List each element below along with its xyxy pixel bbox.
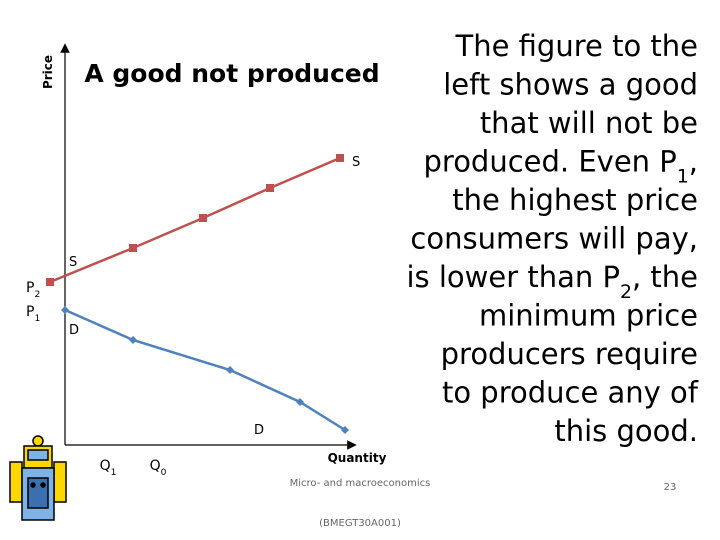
paragraph-line: this good. — [554, 414, 698, 448]
subscript: 2 — [34, 290, 40, 300]
price-label: P1 — [26, 304, 40, 324]
subscript: 2 — [620, 282, 632, 303]
text-segment: minimum price — [479, 299, 698, 333]
subscript: 1 — [34, 314, 40, 324]
text-segment: consumers will pay, — [410, 222, 698, 256]
text-segment: Q — [100, 458, 111, 474]
footer-course: Micro- and macroeconomics — [290, 478, 431, 489]
robot-icon — [9, 435, 67, 521]
paragraph-line: The figure to the — [455, 29, 698, 63]
footer-code: (BMEGT30A001) — [319, 518, 401, 529]
subscript: 0 — [161, 468, 167, 478]
paragraph-line: left shows a good — [443, 68, 698, 102]
supply-curve — [49, 156, 341, 284]
text-segment: produced. Even P — [424, 145, 677, 179]
text-segment: P — [26, 280, 34, 296]
text-segment: , — [689, 145, 698, 179]
paragraph-line: minimum price — [479, 299, 698, 333]
text-segment: , the — [632, 260, 698, 294]
x-axis-label: Quantity — [328, 451, 387, 465]
text-segment: the highest price — [452, 183, 698, 217]
demand-points — [61, 306, 349, 434]
text-segment: Q — [150, 458, 161, 474]
text-segment: this good. — [554, 414, 698, 448]
subscript: 1 — [677, 166, 689, 187]
curve-label: D — [69, 323, 79, 338]
paragraph-line: consumers will pay, — [410, 222, 698, 256]
quantity-label: Q0 — [150, 458, 167, 478]
text-segment: The figure to the — [455, 29, 698, 63]
subscript: 1 — [111, 468, 117, 478]
text-segment: to produce any of — [442, 376, 699, 410]
text-segment: P — [26, 304, 34, 320]
price-label: P2 — [26, 280, 40, 300]
paragraph-line: is lower than P2, the — [406, 260, 698, 303]
paragraph-line: to produce any of — [442, 376, 699, 410]
curve-label: D — [254, 423, 264, 438]
text-segment: producers require — [441, 337, 698, 371]
text-segment: left shows a good — [443, 68, 698, 102]
text-segment: that will not be — [480, 106, 698, 140]
curve-label: S — [69, 255, 77, 270]
paragraph-line: producers require — [441, 337, 698, 371]
paragraph-line: that will not be — [480, 106, 698, 140]
page-number: 23 — [664, 482, 677, 493]
demand-curve — [64, 308, 346, 432]
text-segment: is lower than P — [406, 260, 620, 294]
title: A good not produced — [84, 59, 379, 88]
quantity-label: Q1 — [100, 458, 117, 478]
paragraph-line: produced. Even P1, — [424, 145, 699, 188]
curve-label: S — [352, 155, 360, 170]
y-axis-label: Price — [41, 55, 55, 89]
paragraph-line: the highest price — [452, 183, 698, 217]
supply-points — [46, 154, 344, 286]
